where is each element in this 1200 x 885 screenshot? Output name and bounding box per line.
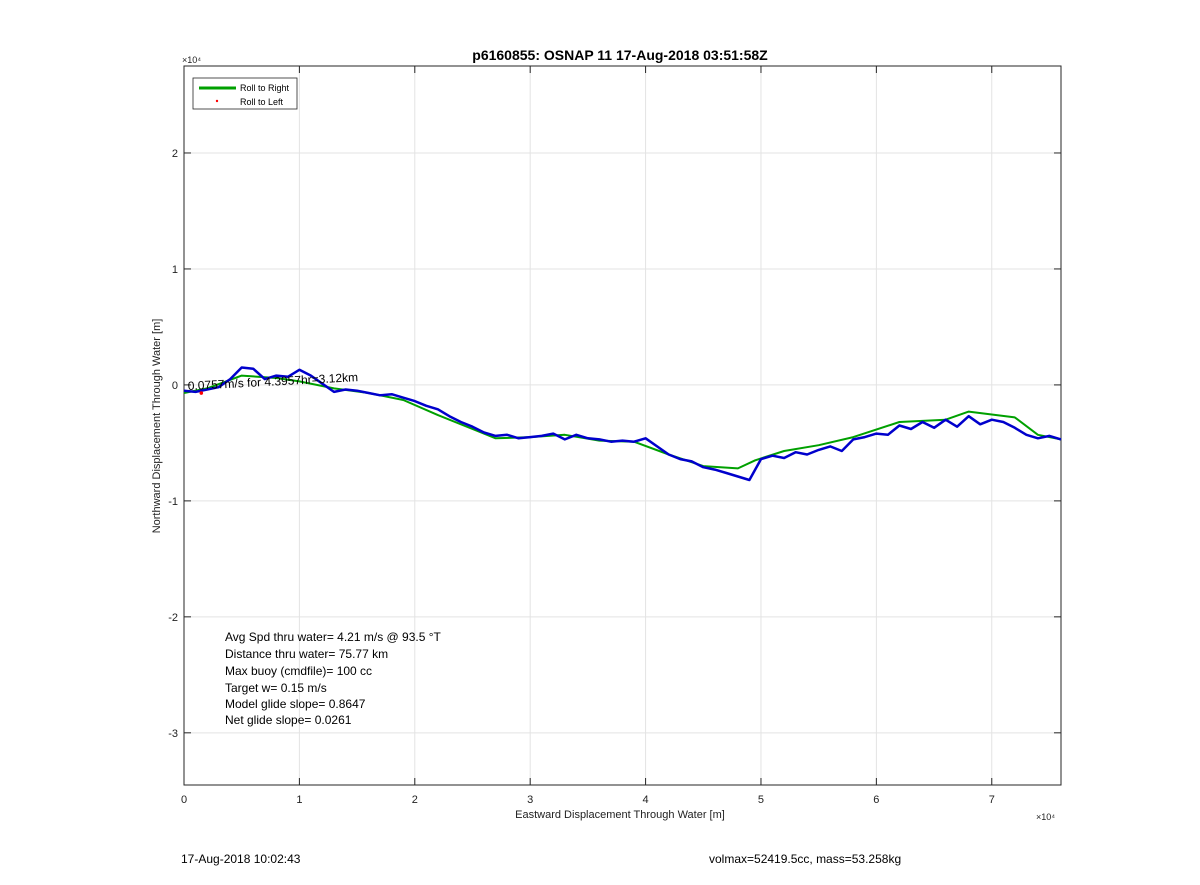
x-tick-label: 1: [296, 794, 302, 806]
y-tick-label: -2: [168, 612, 178, 624]
chart-title: p6160855: OSNAP 11 17-Aug-2018 03:51:58Z: [472, 47, 768, 63]
y-tick-label: 1: [172, 264, 178, 276]
stat-net-glide: Net glide slope= 0.0261: [225, 713, 352, 727]
legend: Roll to Right Roll to Left: [192, 77, 298, 110]
x-tick-label: 4: [643, 794, 649, 806]
y-tick-label: 0: [172, 380, 178, 392]
y-axis-label: Northward Displacement Through Water [m]: [151, 319, 163, 534]
series-line-1: [183, 366, 1062, 482]
y-tick-label: -1: [168, 496, 178, 508]
legend-roll-left-swatch: [215, 99, 219, 103]
legend-roll-left-label: Roll to Left: [240, 97, 284, 107]
x-axis-label: Eastward Displacement Through Water [m]: [515, 809, 725, 821]
plot-area-frame: [183, 65, 1062, 786]
y-tick-label: -3: [168, 728, 178, 740]
y-multiplier: ×10⁴: [182, 55, 201, 65]
x-tick-label: 2: [412, 794, 418, 806]
footer-timestamp: 17-Aug-2018 10:02:43: [181, 852, 301, 866]
x-tick-label: 0: [181, 794, 187, 806]
series-lines: [183, 366, 1062, 482]
stat-max-buoy: Max buoy (cmdfile)= 100 cc: [225, 664, 372, 678]
axis-ticks: 0 1 2 3 4 5 6 7 -3 -2 -1 0 1 2: [168, 66, 1061, 806]
stat-model-glide: Model glide slope= 0.8647: [225, 697, 366, 711]
stats-block: Avg Spd thru water= 4.21 m/s @ 93.5 °T D…: [225, 630, 442, 727]
x-tick-label: 6: [873, 794, 879, 806]
roll-left-marker: [199, 391, 204, 395]
y-tick-label: 2: [172, 148, 178, 160]
series-line-0: [183, 374, 1062, 470]
stat-distance: Distance thru water= 75.77 km: [225, 647, 388, 661]
grid-lines: [183, 66, 1061, 785]
stat-target-w: Target w= 0.15 m/s: [225, 681, 327, 695]
x-tick-label: 5: [758, 794, 764, 806]
footer-volmax: volmax=52419.5cc, mass=53.258kg: [709, 852, 902, 866]
x-tick-label: 3: [527, 794, 533, 806]
stat-avg-speed: Avg Spd thru water= 4.21 m/s @ 93.5 °T: [225, 630, 442, 644]
x-tick-label: 7: [989, 794, 995, 806]
legend-box: [192, 77, 298, 110]
x-multiplier: ×10⁴: [1036, 812, 1055, 822]
legend-roll-right-label: Roll to Right: [240, 83, 290, 93]
